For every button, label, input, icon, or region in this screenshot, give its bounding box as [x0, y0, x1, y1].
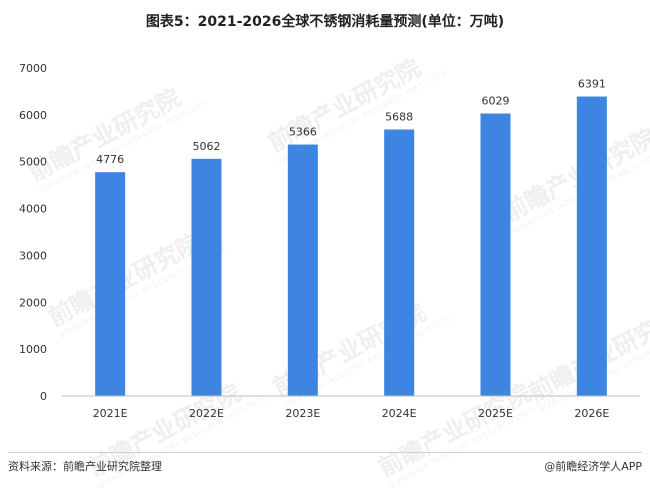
x-tick-label: 2025E: [478, 407, 513, 420]
x-tick-label: 2024E: [382, 407, 417, 420]
x-tick-label: 2026E: [574, 407, 609, 420]
bar: [480, 113, 511, 396]
bar: [287, 144, 318, 396]
x-tick-label: 2022E: [189, 407, 224, 420]
bar: [576, 96, 607, 396]
x-tick-label: 2023E: [285, 407, 320, 420]
y-tick-label: 6000: [19, 109, 47, 122]
y-tick-label: 2000: [19, 296, 47, 309]
footer-divider: [8, 452, 642, 453]
y-tick-label: 7000: [19, 62, 47, 75]
bar: [384, 129, 415, 397]
bar: [191, 158, 222, 396]
x-axis: 2021E 2022E 2023E 2024E 2025E 2026E: [62, 395, 640, 420]
y-tick-label: 0: [40, 390, 47, 403]
y-tick-label: 5000: [19, 156, 47, 169]
bars: 4776 5062 5366 5688 6029 6391: [95, 78, 607, 397]
data-label: 5688: [385, 110, 413, 123]
bar: [95, 172, 126, 396]
data-label: 5366: [289, 126, 317, 139]
y-tick-label: 1000: [19, 343, 47, 356]
data-label: 6029: [482, 94, 510, 107]
brand-credit: @前瞻经济学人APP: [544, 460, 642, 473]
x-tick-label: 2021E: [93, 407, 128, 420]
y-tick-label: 4000: [19, 203, 47, 216]
source-note: 资料来源：前瞻产业研究院整理: [8, 460, 162, 473]
data-label: 4776: [96, 153, 124, 166]
y-axis: 0 1000 2000 3000 4000 5000 6000 7000: [19, 62, 47, 403]
chart-title: 图表5：2021-2026全球不锈钢消耗量预测(单位：万吨): [145, 14, 505, 30]
data-label: 6391: [578, 78, 606, 91]
y-tick-label: 3000: [19, 249, 47, 262]
data-label: 5062: [193, 140, 221, 153]
